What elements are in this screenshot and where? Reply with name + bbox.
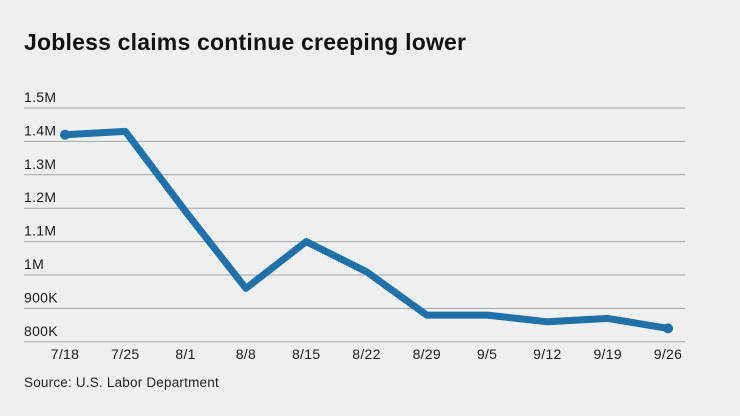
x-tick-label: 8/22 bbox=[352, 346, 380, 362]
y-tick-label: 800K bbox=[24, 323, 58, 339]
endpoint-dot bbox=[663, 323, 673, 334]
x-tick-label: 7/18 bbox=[51, 346, 79, 362]
x-tick-label: 9/12 bbox=[533, 346, 561, 362]
y-tick-label: 900K bbox=[24, 289, 58, 305]
y-tick-label: 1.5M bbox=[24, 89, 56, 105]
chart-title: Jobless claims continue creeping lower bbox=[24, 29, 467, 55]
y-tick-label: 1.4M bbox=[24, 122, 56, 138]
x-tick-label: 9/19 bbox=[593, 346, 621, 362]
x-tick-label: 8/8 bbox=[236, 346, 256, 362]
y-tick-label: 1.3M bbox=[24, 156, 56, 172]
y-tick-label: 1M bbox=[24, 256, 44, 272]
source-note: Source: U.S. Labor Department bbox=[24, 375, 219, 390]
claims-line bbox=[61, 127, 672, 332]
endpoint-dot bbox=[60, 129, 70, 140]
x-tick-label: 8/15 bbox=[292, 346, 320, 362]
x-tick-label: 9/5 bbox=[477, 346, 497, 362]
x-tick-label: 7/25 bbox=[111, 346, 139, 362]
x-tick-label: 8/29 bbox=[413, 346, 441, 362]
x-tick-label: 8/1 bbox=[175, 346, 195, 362]
y-tick-label: 1.2M bbox=[24, 189, 56, 205]
y-tick-label: 1.1M bbox=[24, 223, 56, 239]
x-tick-label: 9/26 bbox=[654, 346, 682, 362]
